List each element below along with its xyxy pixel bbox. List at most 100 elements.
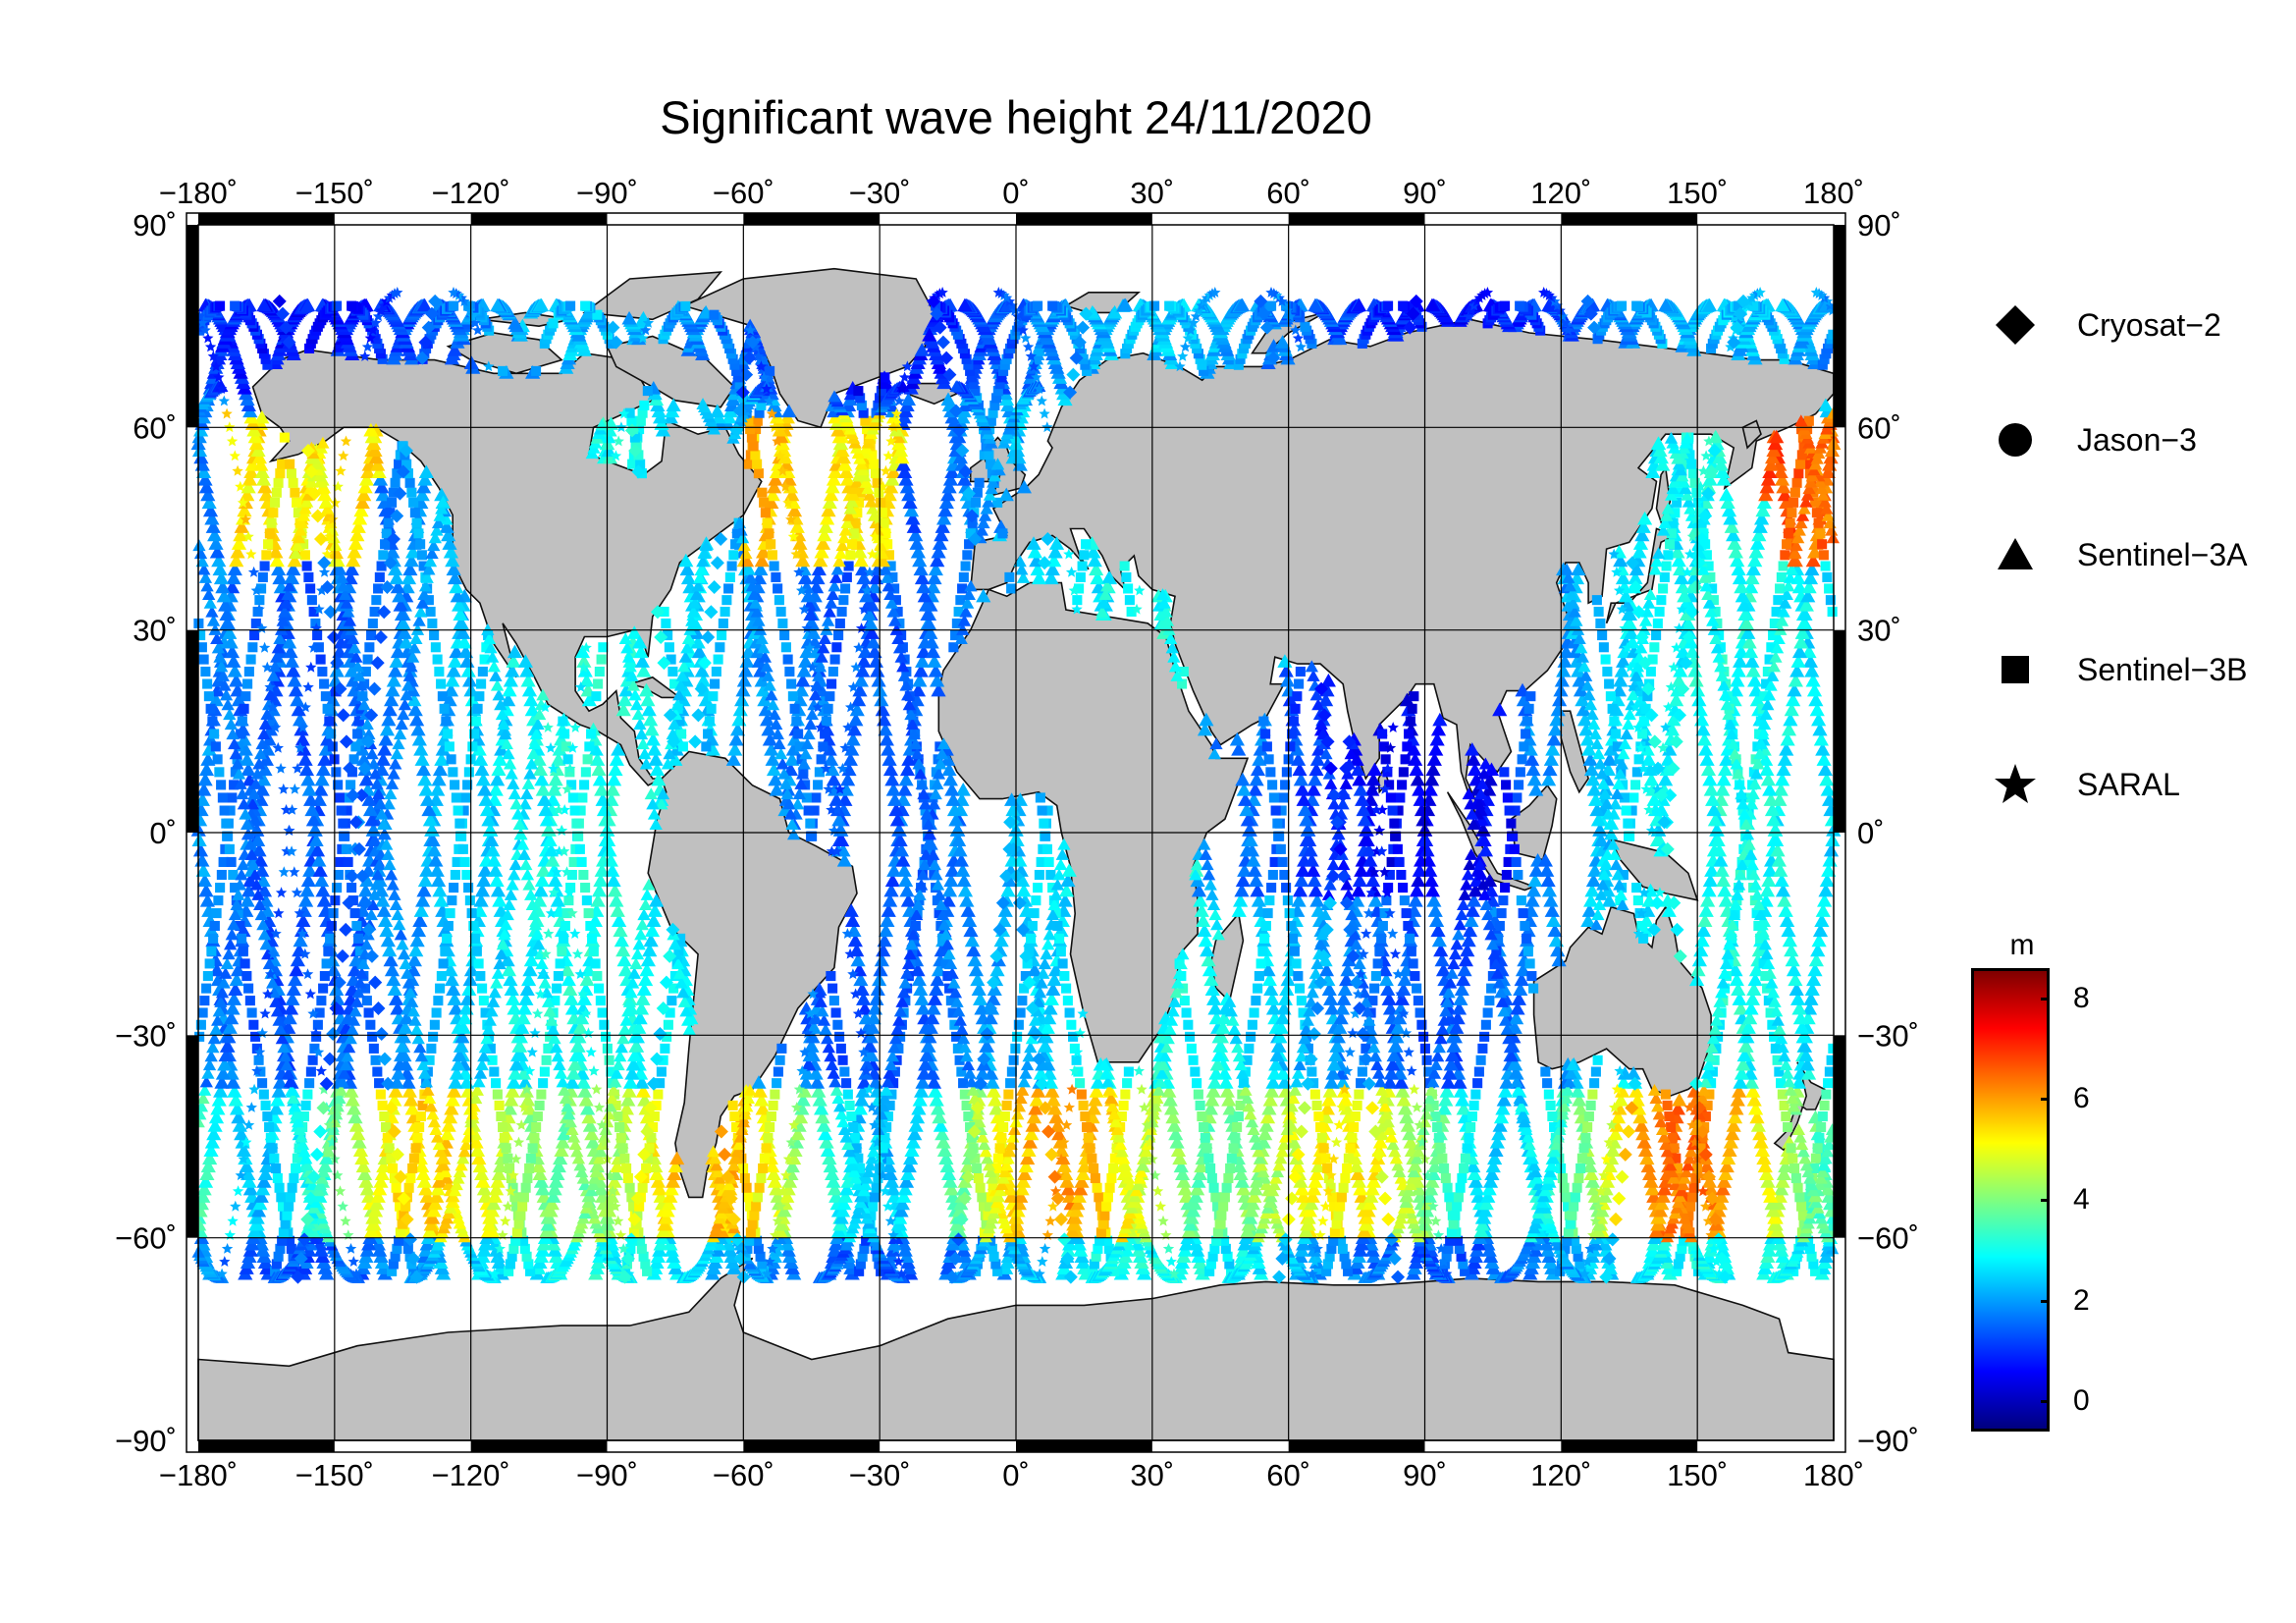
swh-marker bbox=[596, 802, 613, 817]
swh-marker bbox=[438, 511, 454, 525]
swh-marker bbox=[1804, 664, 1820, 677]
swh-marker bbox=[305, 812, 321, 827]
swh-marker bbox=[532, 893, 548, 907]
swh-marker bbox=[250, 1203, 267, 1217]
swh-marker bbox=[464, 692, 480, 707]
swh-marker bbox=[219, 1039, 236, 1053]
swh-marker bbox=[255, 1181, 271, 1196]
swh-marker bbox=[202, 1151, 218, 1165]
swh-marker bbox=[229, 553, 244, 568]
swh-marker bbox=[357, 883, 374, 897]
swh-marker bbox=[346, 673, 361, 687]
swh-marker bbox=[615, 943, 631, 957]
swh-marker bbox=[225, 1075, 241, 1089]
swh-marker bbox=[426, 1203, 442, 1217]
swh-marker bbox=[349, 527, 365, 542]
swh-marker bbox=[251, 842, 267, 857]
swh-marker bbox=[443, 544, 458, 559]
swh-marker bbox=[551, 752, 566, 766]
swh-marker bbox=[212, 562, 228, 576]
swh-marker bbox=[374, 762, 390, 777]
swh-marker bbox=[285, 992, 300, 1005]
swh-marker bbox=[650, 1174, 667, 1188]
swh-marker bbox=[355, 1159, 371, 1173]
swh-marker bbox=[520, 673, 536, 687]
swh-marker bbox=[217, 1056, 233, 1071]
swh-marker bbox=[478, 792, 494, 806]
swh-marker bbox=[1811, 933, 1827, 947]
swh-marker bbox=[240, 479, 256, 494]
swh-marker bbox=[440, 1126, 455, 1141]
swh-marker bbox=[393, 598, 408, 612]
swh-marker bbox=[482, 1217, 498, 1231]
swh-marker bbox=[567, 1056, 583, 1071]
swh-marker bbox=[300, 772, 316, 786]
swh-marker bbox=[289, 962, 304, 977]
swh-marker bbox=[615, 702, 631, 717]
swh-marker bbox=[413, 903, 429, 917]
swh-marker bbox=[413, 742, 429, 756]
swh-marker bbox=[448, 654, 463, 668]
swh-marker bbox=[609, 752, 624, 766]
swh-marker bbox=[208, 692, 224, 707]
swh-marker bbox=[576, 654, 592, 668]
swh-marker bbox=[352, 1143, 369, 1157]
swh-marker bbox=[317, 752, 333, 766]
swh-marker bbox=[315, 762, 332, 777]
swh-marker bbox=[282, 1010, 297, 1025]
swh-marker bbox=[1776, 479, 1791, 494]
swh-marker bbox=[201, 495, 217, 510]
swh-marker bbox=[227, 1084, 242, 1098]
swh-marker bbox=[290, 692, 305, 707]
swh-marker bbox=[356, 752, 372, 766]
swh-marker bbox=[599, 1217, 614, 1231]
land-cuba bbox=[626, 676, 682, 699]
swh-marker bbox=[553, 1151, 568, 1165]
swh-marker bbox=[249, 436, 265, 451]
swh-marker bbox=[402, 562, 418, 576]
swh-marker bbox=[241, 1174, 257, 1188]
swh-marker bbox=[542, 1210, 558, 1224]
swh-marker bbox=[432, 883, 448, 897]
swh-marker bbox=[1818, 398, 1834, 412]
swh-marker bbox=[463, 355, 480, 370]
swh-marker bbox=[448, 1075, 463, 1089]
swh-marker bbox=[491, 1166, 507, 1181]
swh-marker bbox=[195, 1189, 211, 1203]
swh-marker bbox=[337, 616, 352, 630]
swh-marker bbox=[248, 1217, 264, 1231]
swh-marker bbox=[396, 616, 411, 630]
swh-marker bbox=[507, 315, 523, 330]
swh-marker bbox=[1812, 923, 1829, 938]
swh-marker bbox=[390, 1001, 405, 1015]
swh-marker bbox=[358, 772, 374, 786]
swh-marker bbox=[215, 1066, 231, 1080]
swh-marker bbox=[1804, 982, 1820, 997]
swh-marker bbox=[293, 712, 308, 727]
swh-marker bbox=[1774, 472, 1790, 486]
swh-marker bbox=[451, 1056, 466, 1071]
swh-marker bbox=[488, 863, 504, 877]
swh-marker bbox=[250, 833, 266, 847]
swh-marker bbox=[561, 972, 576, 987]
swh-marker bbox=[460, 664, 476, 677]
swh-marker bbox=[347, 536, 364, 550]
swh-marker bbox=[1810, 943, 1826, 957]
swh-marker bbox=[427, 1196, 443, 1211]
swh-marker bbox=[514, 1020, 530, 1034]
swh-marker bbox=[369, 1196, 385, 1211]
swh-marker bbox=[329, 664, 345, 677]
swh-marker bbox=[381, 712, 397, 727]
swh-marker bbox=[357, 1166, 373, 1181]
swh-marker bbox=[576, 992, 592, 1005]
swh-marker bbox=[454, 1029, 470, 1044]
swh-marker bbox=[372, 472, 389, 486]
swh-marker bbox=[507, 1066, 523, 1080]
swh-marker bbox=[521, 682, 538, 697]
swh-marker bbox=[300, 873, 316, 888]
swh-marker bbox=[416, 883, 432, 897]
swh-marker bbox=[643, 933, 659, 947]
swh-marker bbox=[471, 742, 487, 756]
swh-marker bbox=[405, 544, 421, 559]
